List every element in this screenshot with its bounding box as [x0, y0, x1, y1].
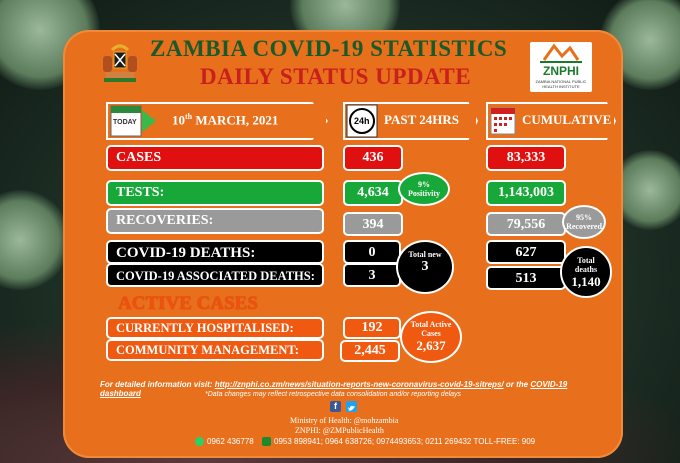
znphi-emblem-icon: [540, 43, 582, 63]
total-active-badge: Total Active Cases 2,637: [400, 311, 462, 363]
znphi-handle: ZNPHI: @ZMPublicHealth: [295, 426, 384, 435]
deaths-label: COVID-19 DEATHS:: [106, 240, 324, 264]
recovered-value: 95%: [576, 213, 592, 222]
cases-label: CASES: [106, 145, 324, 171]
total-new-deaths-badge: Total new 3: [396, 240, 454, 294]
virus-decoration: [0, 190, 70, 290]
info-prefix: For detailed information visit:: [100, 380, 213, 389]
whatsapp-number: 0962 436778: [207, 437, 254, 446]
assoc-deaths-label: COVID-19 ASSOCIATED DEATHS:: [106, 263, 324, 287]
znphi-logo: ZNPHI ZAMBIA NATIONAL PUBLIC HEALTH INST…: [530, 42, 592, 92]
page-subtitle: DAILY STATUS UPDATE: [200, 64, 472, 89]
dashboard-link[interactable]: COVID-19 dashboard: [100, 380, 568, 398]
info-mid: or the: [505, 380, 529, 389]
active-cases-heading: ACTIVE CASES: [118, 293, 258, 314]
past24-label: PAST 24HRS: [384, 112, 460, 127]
total-active-value: 2,637: [416, 338, 446, 353]
positivity-label: Positivity: [408, 189, 440, 198]
community-label: COMMUNITY MANAGEMENT:: [106, 339, 324, 361]
total-new-label: Total new: [408, 250, 442, 259]
total-deaths-label: Total deaths: [574, 256, 598, 274]
cases-past24-value: 436: [343, 145, 403, 171]
sitrep-link[interactable]: http://znphi.co.zm/news/situation-report…: [214, 380, 504, 389]
whatsapp-icon: [195, 437, 204, 446]
znphi-logo-subtext: ZAMBIA NATIONAL PUBLIC HEALTH INSTITUTE: [535, 79, 587, 89]
facebook-icon[interactable]: f: [330, 401, 341, 412]
report-date: 10th MARCH, 2021: [172, 112, 279, 128]
cumulative-label: CUMULATIVE: [522, 112, 612, 127]
positivity-value: 9%: [418, 180, 430, 189]
assoc-deaths-past24-value: 3: [343, 263, 401, 287]
community-value: 2,445: [340, 340, 400, 362]
tests-label: TESTS:: [106, 180, 324, 206]
recovered-badge: 95% Recovered: [562, 205, 606, 239]
coat-of-arms-icon: [98, 42, 142, 86]
recoveries-cumulative-value: 79,556: [486, 212, 566, 236]
hospitalised-label: CURRENTLY HOSPITALISED:: [106, 317, 324, 339]
recoveries-label: RECOVERIES:: [106, 208, 324, 234]
info-line: For detailed information visit: http://z…: [100, 380, 610, 398]
assoc-deaths-cumulative-value: 513: [486, 266, 566, 290]
total-active-label: Total Active Cases: [410, 320, 452, 338]
phone-numbers: 0953 898941; 0964 638726; 0974493653; 02…: [274, 437, 536, 446]
hospitalised-value: 192: [343, 317, 401, 339]
total-new-value: 3: [421, 259, 429, 274]
calendar-icon: [490, 104, 516, 138]
deaths-cumulative-value: 627: [486, 240, 566, 264]
page-title: ZAMBIA COVID-19 STATISTICS: [150, 36, 508, 61]
deaths-past24-value: 0: [343, 240, 401, 264]
cases-cumulative-value: 83,333: [486, 145, 566, 171]
recoveries-past24-value: 394: [343, 212, 403, 236]
phone-icon: [262, 437, 271, 446]
ministry-handle: Ministry of Health: @mohzambia: [290, 416, 399, 425]
total-deaths-badge: Total deaths 1,140: [560, 246, 612, 298]
twitter-icon[interactable]: [346, 401, 357, 412]
recovered-label: Recovered: [566, 222, 602, 231]
clock-icon-label: 24h: [354, 116, 370, 126]
tests-cumulative-value: 1,143,003: [486, 180, 566, 206]
disclaimer: *Data changes may reflect retrospective …: [205, 391, 462, 398]
today-calendar-icon: TODAY: [110, 104, 158, 138]
today-icon-label: TODAY: [113, 119, 137, 126]
tests-past24-value: 4,634: [343, 180, 403, 206]
total-deaths-value: 1,140: [571, 274, 601, 289]
positivity-badge: 9% Positivity: [398, 172, 450, 206]
znphi-logo-text: ZNPHI: [543, 64, 579, 78]
clock-24h-icon: 24h: [346, 104, 378, 138]
